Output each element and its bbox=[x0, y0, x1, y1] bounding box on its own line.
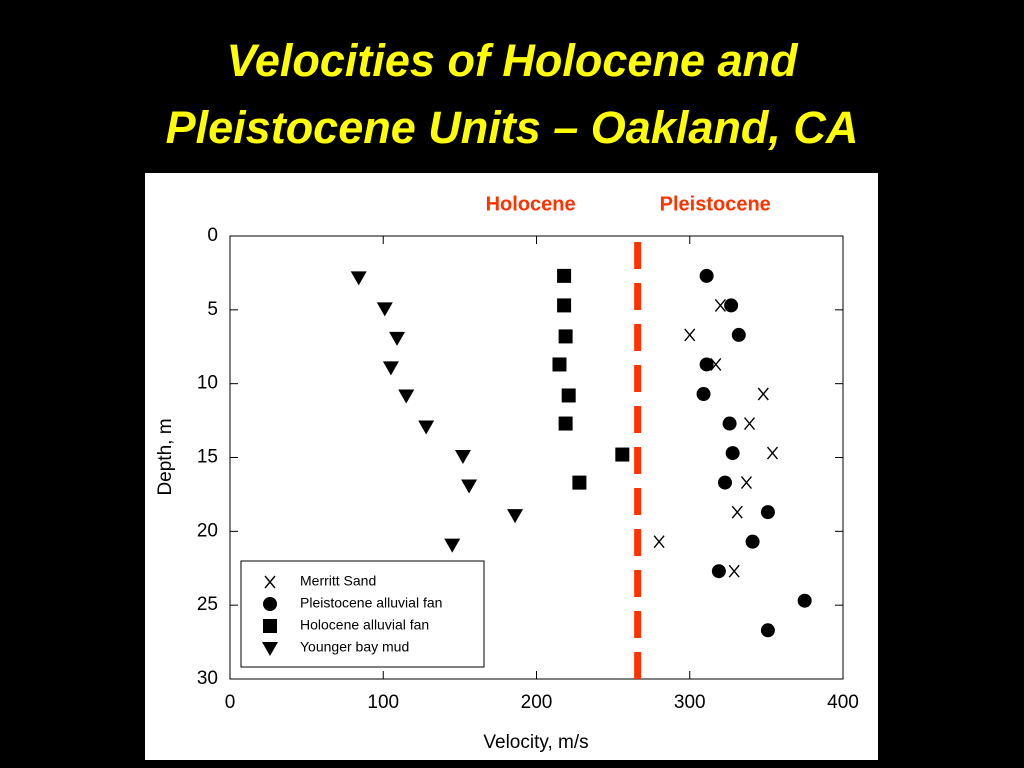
legend-marker bbox=[262, 642, 278, 656]
square-marker bbox=[557, 268, 572, 283]
x-marker bbox=[714, 298, 726, 312]
y-tick-label: 15 bbox=[197, 447, 218, 468]
annotation: Pleistocene bbox=[660, 193, 771, 215]
x-marker bbox=[757, 387, 769, 401]
x-marker bbox=[766, 446, 779, 460]
legend-label: Holocene alluvial fan bbox=[300, 617, 429, 633]
y-tick-label: 20 bbox=[197, 520, 218, 541]
triangle-marker bbox=[389, 331, 406, 346]
circle-marker bbox=[797, 593, 812, 608]
legend-label: Pleistocene alluvial fan bbox=[300, 595, 442, 611]
x-axis-label: Velocity, m/s bbox=[483, 732, 588, 753]
square-marker bbox=[572, 475, 587, 490]
circle-marker bbox=[724, 298, 739, 313]
y-tick-label: 25 bbox=[197, 594, 218, 615]
triangle-marker bbox=[418, 420, 435, 435]
x-marker bbox=[653, 535, 665, 549]
annotation: Holocene bbox=[486, 193, 576, 215]
y-tick-label: 10 bbox=[197, 373, 218, 394]
circle-marker bbox=[699, 357, 714, 372]
y-tick-label: 30 bbox=[197, 668, 218, 689]
square-marker bbox=[561, 388, 576, 403]
square-marker bbox=[558, 329, 573, 344]
x-marker bbox=[731, 505, 743, 519]
triangle-marker bbox=[376, 302, 393, 317]
square-marker bbox=[552, 357, 567, 372]
x-tick-label: 200 bbox=[521, 692, 553, 713]
triangle-marker bbox=[444, 538, 461, 553]
triangle-marker bbox=[461, 479, 478, 494]
title-line: Pleistocene Units – Oakland, CA bbox=[166, 102, 859, 153]
x-tick-label: 0 bbox=[225, 692, 236, 713]
x-marker bbox=[740, 476, 752, 490]
square-marker bbox=[557, 298, 572, 313]
circle-marker bbox=[745, 534, 760, 549]
circle-marker bbox=[760, 623, 775, 638]
chart-panel bbox=[145, 173, 878, 760]
triangle-marker bbox=[350, 271, 367, 286]
square-marker bbox=[558, 416, 573, 431]
x-tick-label: 300 bbox=[674, 692, 706, 713]
square-marker bbox=[615, 447, 630, 462]
legend-label: Merritt Sand bbox=[300, 573, 376, 589]
triangle-marker bbox=[398, 389, 415, 404]
triangle-marker bbox=[454, 450, 471, 465]
circle-marker bbox=[711, 564, 726, 579]
x-tick-label: 400 bbox=[827, 692, 859, 713]
legend-marker bbox=[263, 597, 277, 611]
circle-marker bbox=[696, 387, 711, 402]
circle-marker bbox=[760, 505, 775, 520]
x-marker bbox=[710, 358, 722, 371]
circle-marker bbox=[717, 475, 732, 490]
legend-box bbox=[240, 560, 485, 668]
circle-marker bbox=[731, 327, 746, 342]
y-tick-label: 0 bbox=[207, 225, 218, 246]
y-axis-label: Depth, m bbox=[155, 418, 176, 495]
triangle-marker bbox=[382, 361, 399, 376]
legend-marker bbox=[264, 575, 276, 589]
circle-marker bbox=[725, 446, 740, 461]
circle-marker bbox=[699, 268, 714, 283]
title-line: Velocities of Holocene and bbox=[227, 35, 799, 86]
legend-marker bbox=[263, 619, 277, 633]
x-marker bbox=[743, 417, 756, 430]
y-tick-label: 5 bbox=[207, 299, 218, 320]
legend-label: Younger bay mud bbox=[300, 639, 409, 655]
triangle-marker bbox=[507, 509, 524, 524]
x-marker bbox=[728, 564, 740, 578]
circle-marker bbox=[722, 416, 737, 431]
x-marker bbox=[684, 328, 696, 342]
x-tick-label: 100 bbox=[367, 692, 399, 713]
